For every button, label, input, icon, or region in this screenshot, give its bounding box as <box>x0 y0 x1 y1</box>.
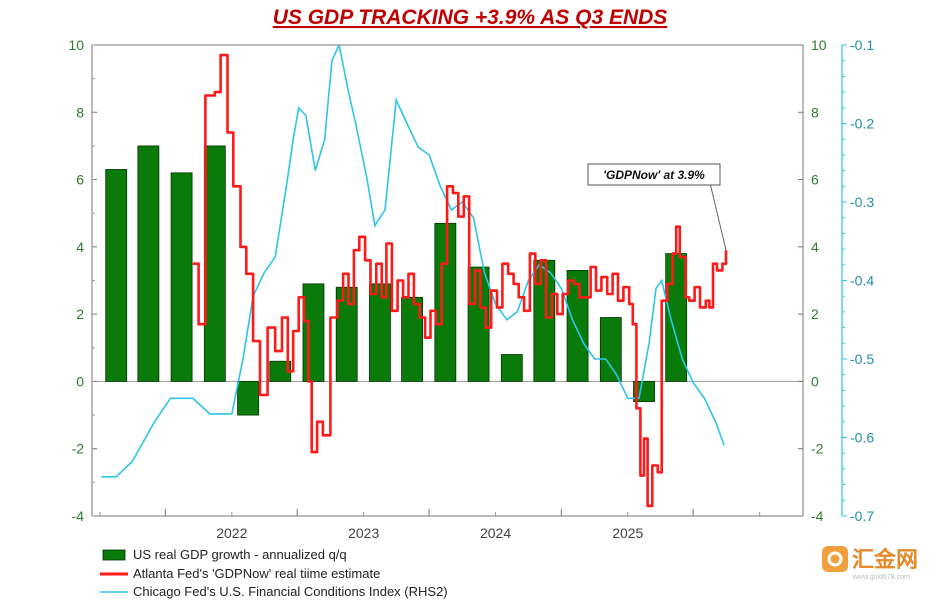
right1-tick-label: -4 <box>811 508 824 524</box>
watermark-text: 汇金网 <box>852 547 918 573</box>
right1-tick-label: 10 <box>811 37 827 53</box>
gdp-bar-2023-10 <box>467 266 490 382</box>
left-tick-label: 6 <box>76 172 84 188</box>
right1-tick-label: 8 <box>811 104 819 120</box>
gdp-bar-2022-10 <box>335 286 358 382</box>
gdp-bar-2022-01 <box>237 381 259 416</box>
right1-tick-label: 0 <box>811 373 819 389</box>
right2-tick-label: -0.2 <box>850 116 874 132</box>
gdp-bar-2021-04 <box>137 145 160 382</box>
left-tick-label: 8 <box>76 104 84 120</box>
gdp-bar-2021-07 <box>170 172 193 382</box>
right2-tick-label: -0.4 <box>850 273 874 289</box>
watermark-logo <box>822 546 848 572</box>
gdpnow-annotation: 'GDPNow' at 3.9% <box>587 163 727 251</box>
gdp-bar-2021-01 <box>105 169 128 382</box>
legend: US real GDP growth - annualized q/q Atla… <box>100 547 448 599</box>
left-tick-label: -4 <box>72 508 85 524</box>
gdp-bar-2021-10 <box>203 145 226 382</box>
x-tick-label-2023: 2023 <box>348 525 379 541</box>
chart-title: US GDP TRACKING +3.9% AS Q3 ENDS <box>273 6 668 29</box>
right1-tick-label: 6 <box>811 172 819 188</box>
watermark-sub: www.gold678.com <box>852 574 910 581</box>
watermark-logo-mark <box>827 551 843 567</box>
right2-tick-label: -0.3 <box>850 194 874 210</box>
gdp-bar-2023-07 <box>434 222 457 382</box>
gdp-bar-2024-07 <box>566 270 589 382</box>
right2-tick-label: -0.7 <box>850 508 874 524</box>
legend-swatch-bar <box>102 549 126 561</box>
annotation-leader-line <box>709 182 727 251</box>
gdp-bar-2023-04 <box>401 296 423 382</box>
gdp-bar-2022-07 <box>302 283 325 382</box>
x-tick-label-2024: 2024 <box>480 525 511 541</box>
x-tick-label-2022: 2022 <box>216 525 247 541</box>
annotation-text: 'GDPNow' at 3.9% <box>603 168 705 182</box>
gdp-bar-2023-01 <box>369 283 391 382</box>
left-tick-label: 10 <box>68 37 84 53</box>
gdp-bar-2024-04 <box>533 259 556 382</box>
right2-tick-label: -0.1 <box>850 37 874 53</box>
annotation-box <box>587 163 721 186</box>
right2-tick-label: -0.5 <box>850 351 874 367</box>
left-tick-label: 4 <box>76 239 84 255</box>
right1-tick-label: -2 <box>811 441 824 457</box>
gdp-bar-2024-10 <box>599 317 622 382</box>
right1-tick-label: 2 <box>811 306 819 322</box>
legend-label-fci: Chicago Fed's U.S. Financial Conditions … <box>133 584 448 599</box>
legend-label-gdpnow: Atlanta Fed's 'GDPNow' real tiime estima… <box>133 566 380 581</box>
x-tick-label-2025: 2025 <box>612 525 643 541</box>
axes: 10 8 6 4 2 0 -2 -4 10 8 6 4 2 0 -2 -4 -0.1 -0.2 -0.3 -0.4 -0… <box>68 37 874 541</box>
legend-label-bar: US real GDP growth - annualized q/q <box>133 547 347 562</box>
watermark: 汇金网 www.gold678.com <box>822 546 918 581</box>
left-tick-label: -2 <box>72 441 85 457</box>
gdpnow-line <box>192 53 728 508</box>
right1-tick-label: 4 <box>811 239 819 255</box>
right2-tick-label: -0.6 <box>850 430 874 446</box>
left-tick-label: 0 <box>76 373 84 389</box>
fci-line <box>101 45 725 478</box>
left-tick-label: 2 <box>76 306 84 322</box>
gdp-bar-2024-01 <box>500 354 523 382</box>
plot-area <box>92 44 803 508</box>
